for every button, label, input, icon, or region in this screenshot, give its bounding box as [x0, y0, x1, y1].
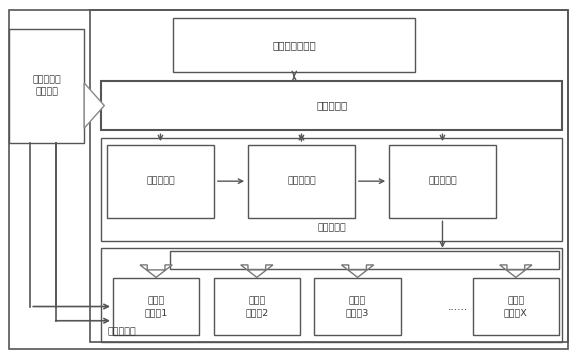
Polygon shape: [241, 265, 273, 277]
Bar: [248, 145, 355, 218]
Text: 信号处
理单元X: 信号处 理单元X: [504, 296, 528, 317]
Bar: [9, 29, 84, 143]
Bar: [473, 278, 559, 335]
Bar: [170, 251, 559, 269]
Bar: [107, 145, 213, 218]
Text: 信号处
理单元2: 信号处 理单元2: [245, 296, 268, 317]
Bar: [113, 278, 199, 335]
Text: 计算机及总
线控制器: 计算机及总 线控制器: [32, 76, 61, 96]
Polygon shape: [342, 265, 374, 277]
Text: 测试子系统: 测试子系统: [107, 328, 136, 337]
Bar: [102, 137, 562, 241]
Text: ......: ......: [448, 302, 469, 312]
Text: 图形发生器: 图形发生器: [287, 177, 316, 186]
Bar: [173, 19, 415, 72]
Text: 测试图形存储器: 测试图形存储器: [272, 40, 316, 50]
Text: 指令发生器: 指令发生器: [428, 177, 457, 186]
Text: 存储控制器: 存储控制器: [316, 101, 347, 111]
Bar: [389, 145, 496, 218]
Text: 时序发生器: 时序发生器: [146, 177, 175, 186]
Polygon shape: [140, 265, 172, 277]
Polygon shape: [500, 265, 532, 277]
Text: 信号处
理单元1: 信号处 理单元1: [144, 296, 168, 317]
Text: 测试处理器: 测试处理器: [317, 223, 346, 232]
Bar: [314, 278, 401, 335]
Text: 信号处
理单元3: 信号处 理单元3: [346, 296, 369, 317]
Bar: [90, 10, 568, 342]
Polygon shape: [84, 83, 104, 128]
Bar: [102, 81, 562, 131]
Bar: [213, 278, 300, 335]
Bar: [102, 248, 562, 342]
